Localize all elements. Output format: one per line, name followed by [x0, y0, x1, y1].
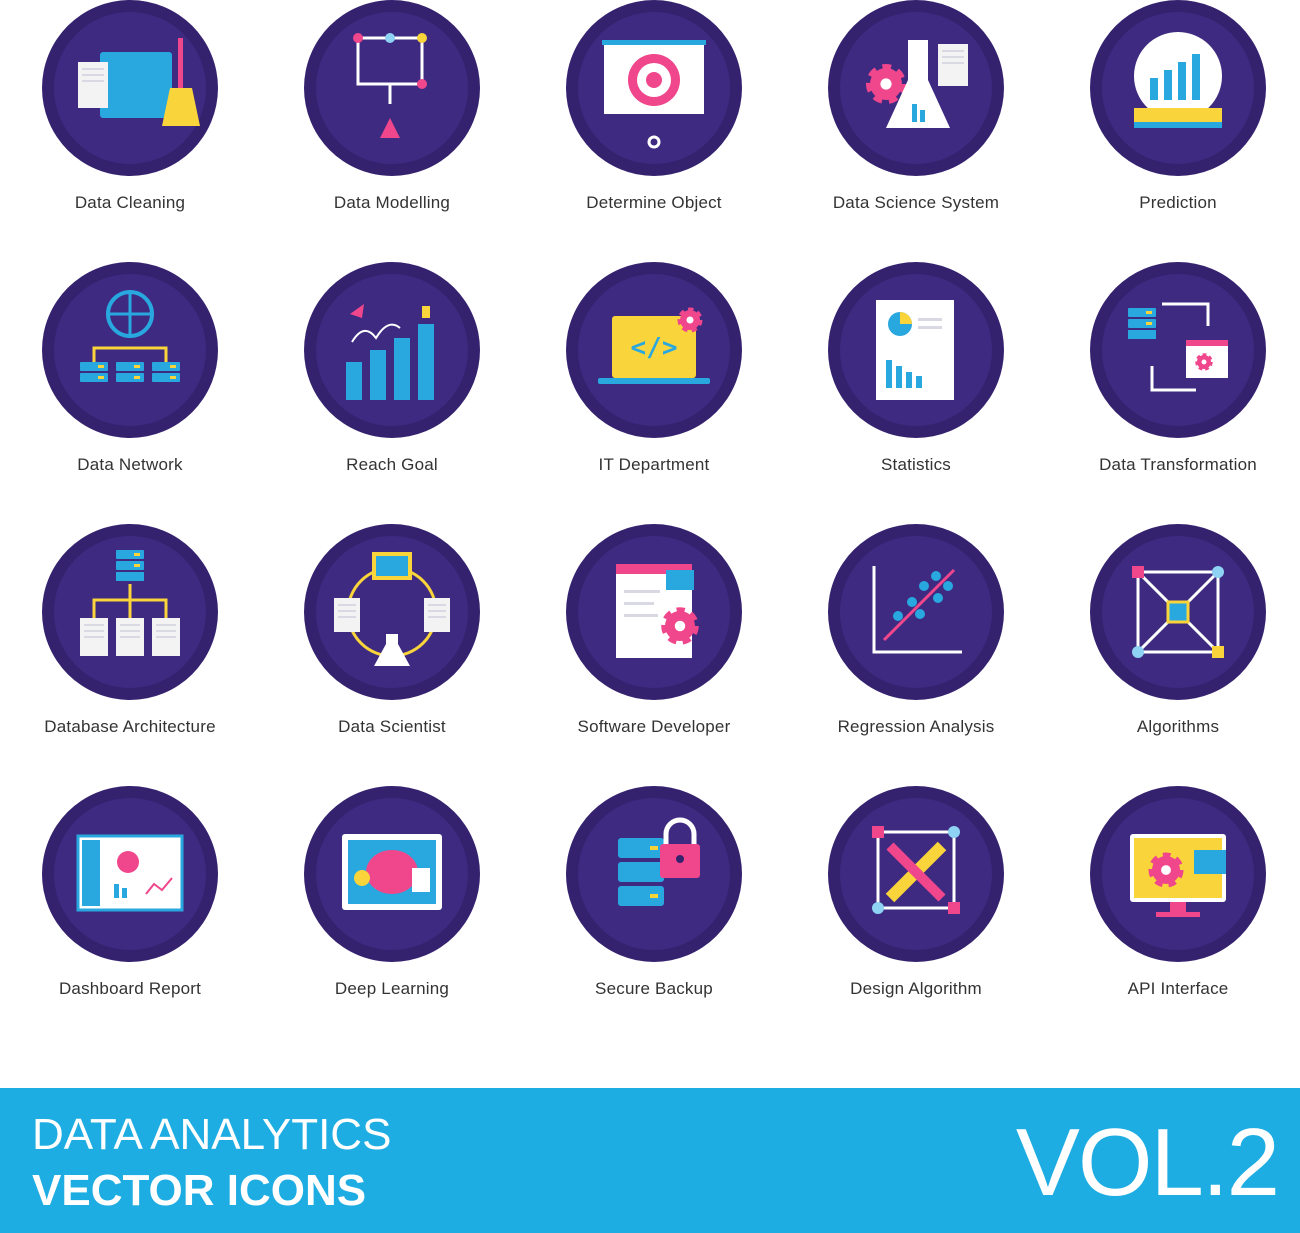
icon-circle: [828, 786, 1004, 962]
pencil-ruler-nodes-icon: [872, 826, 960, 914]
laptop-code-icon: </>: [598, 307, 710, 384]
brain-tablet-icon: [342, 834, 442, 910]
icon-circle: [566, 0, 742, 176]
report-chart-icon: [876, 300, 954, 400]
icon-label: Data Cleaning: [74, 193, 186, 212]
server-lock-icon: [618, 817, 700, 906]
icon-tile: Dashboard Report: [0, 786, 261, 999]
title-banner: DATA ANALYTICS VECTOR ICONS VOL.2: [0, 1088, 1300, 1233]
banner-volume: VOL.2: [1015, 1109, 1280, 1216]
banner-title-line1: DATA ANALYTICS: [32, 1110, 392, 1159]
globe-servers-icon: [80, 290, 180, 382]
icon-tile: Data Transformation: [1047, 262, 1300, 475]
monitor-gear-code-icon: [1130, 834, 1226, 917]
gear-flask-icon: [866, 40, 968, 128]
icon-circle: [304, 524, 480, 700]
icon-circle: [1090, 524, 1266, 700]
icon-label: Determine Object: [586, 193, 722, 212]
icon-circle: [566, 786, 742, 962]
icon-label: Deep Learning: [334, 979, 450, 998]
code-window-gear-icon: [616, 564, 699, 658]
icon-tile: Algorithms: [1047, 524, 1300, 737]
icon-circle: [42, 0, 218, 176]
icon-label: Design Algorithm: [850, 979, 982, 998]
database-tree-icon: [80, 550, 180, 656]
banner-title-line2: VECTOR ICONS: [32, 1166, 367, 1215]
icon-tile: Reach Goal: [261, 262, 523, 475]
target-board-icon: [602, 40, 706, 149]
icon-tile: Determine Object: [523, 0, 785, 213]
icon-label: IT Department: [598, 455, 710, 474]
icon-circle: [42, 786, 218, 962]
dashboard-monitor-icon: [76, 834, 184, 912]
icon-circle: </>: [566, 262, 742, 438]
icon-label: Data Modelling: [333, 193, 451, 212]
icon-label: Software Developer: [577, 717, 731, 736]
icon-tile: API Interface: [1047, 786, 1300, 999]
icon-circle: [1090, 0, 1266, 176]
icon-circle: [828, 0, 1004, 176]
server-transform-icon: [1128, 302, 1228, 392]
icon-label: Data Network: [77, 455, 183, 474]
bars-trophy-icon: [346, 304, 434, 400]
icon-circle: [42, 262, 218, 438]
crystal-ball-chart-icon: [1134, 32, 1222, 128]
icon-tile: Software Developer: [523, 524, 785, 737]
code-cycle-flask-icon: [334, 552, 450, 666]
node-network-icon: [1132, 566, 1224, 658]
icon-label: Dashboard Report: [58, 979, 202, 998]
icon-tile: Prediction: [1047, 0, 1300, 213]
icon-tile: Data Science System: [785, 0, 1047, 213]
icon-label: Data Science System: [832, 193, 1000, 212]
icon-tile: Database Architecture: [0, 524, 261, 737]
icon-circle: [828, 524, 1004, 700]
icon-tile: Data Scientist: [261, 524, 523, 737]
icon-tile: Data Network: [0, 262, 261, 475]
svg-text:</>: </>: [631, 333, 678, 363]
icon-label: Regression Analysis: [837, 717, 995, 736]
icon-label: Secure Backup: [595, 979, 713, 998]
icon-circle: [1090, 786, 1266, 962]
icon-circle: [828, 262, 1004, 438]
icon-label: Database Architecture: [44, 717, 216, 736]
icon-label: Prediction: [1139, 193, 1217, 212]
icon-circle: [304, 0, 480, 176]
icon-circle: [1090, 262, 1266, 438]
icon-label: Statistics: [880, 455, 952, 474]
flow-nodes-icon: [353, 33, 427, 138]
icon-label: Algorithms: [1136, 717, 1220, 736]
icon-label: Reach Goal: [346, 455, 438, 474]
folder-broom-icon: [78, 38, 200, 126]
icon-tile: Design Algorithm: [785, 786, 1047, 999]
icon-circle: [304, 262, 480, 438]
icon-tile: Data Modelling: [261, 0, 523, 213]
icon-tile: Regression Analysis: [785, 524, 1047, 737]
icon-label: Data Transformation: [1099, 455, 1257, 474]
icon-tile: </> IT Department: [523, 262, 785, 475]
icon-circle: [304, 786, 480, 962]
icon-tile: Statistics: [785, 262, 1047, 475]
icon-circle: [42, 524, 218, 700]
scatter-regression-icon: [872, 566, 962, 654]
icon-label: Data Scientist: [338, 717, 446, 736]
icon-tile: Deep Learning: [261, 786, 523, 999]
icon-tile: Secure Backup: [523, 786, 785, 999]
icon-circle: [566, 524, 742, 700]
icon-tile: Data Cleaning: [0, 0, 261, 213]
icon-label: API Interface: [1127, 979, 1229, 998]
